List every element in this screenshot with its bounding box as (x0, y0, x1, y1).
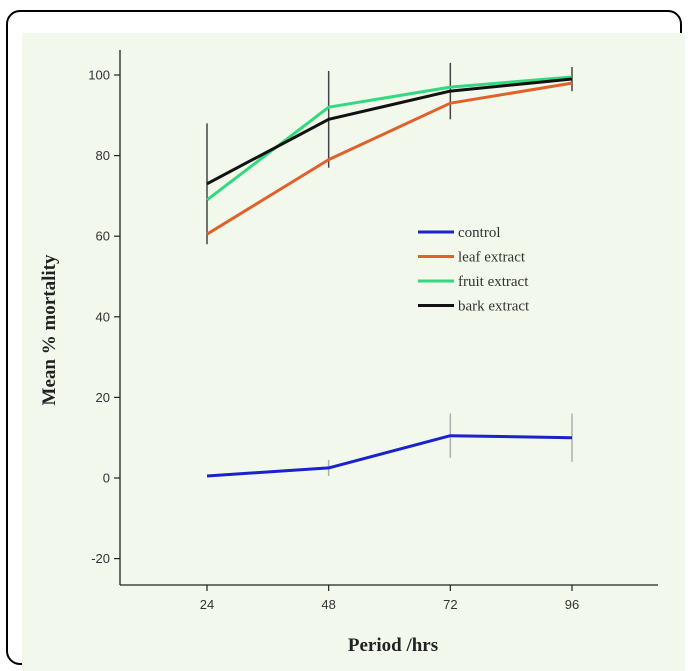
y-tick-label: 40 (96, 309, 110, 324)
y-tick-label: 100 (88, 68, 110, 83)
series-line-fruit-extract (206, 75, 573, 202)
series-line-control (206, 434, 573, 478)
figure-panel (22, 33, 685, 671)
legend-label: leaf extract (458, 250, 526, 266)
error-bars (206, 62, 573, 476)
x-axis-title: Period /hrs (348, 635, 438, 656)
y-tick-label: -20 (91, 551, 110, 566)
x-tick-label: 48 (321, 597, 335, 612)
x-tick-label: 96 (565, 597, 579, 612)
x-tick-label: 24 (200, 597, 214, 612)
y-tick-label: 20 (96, 390, 110, 405)
series-line-bark-extract (206, 77, 573, 186)
axes: -20 0 20 40 60 80 100 24 48 72 96 (88, 50, 658, 612)
legend: control leaf extract fruit extract bark ext… (418, 225, 530, 315)
series-line-leaf-extract (206, 81, 573, 236)
legend-label: bark extract (458, 299, 530, 315)
y-tick-label: 0 (103, 471, 110, 486)
series-lines (206, 75, 573, 478)
y-tick-label: 80 (96, 148, 110, 163)
y-tick-label: 60 (96, 229, 110, 244)
y-axis-title: Mean % mortality (39, 254, 60, 405)
legend-label: fruit extract (458, 274, 529, 290)
x-tick-label: 72 (443, 597, 457, 612)
legend-label: control (458, 225, 501, 241)
